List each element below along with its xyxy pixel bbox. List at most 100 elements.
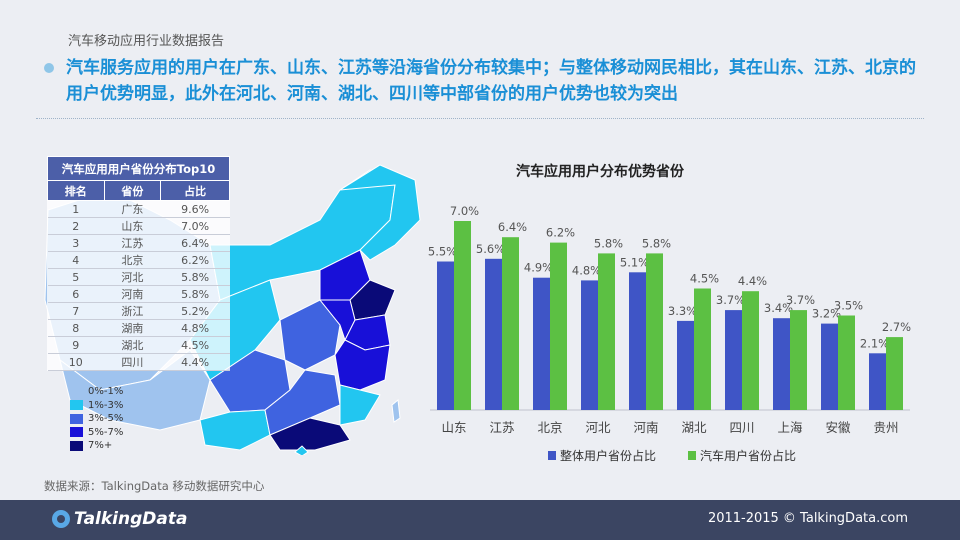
legend-label: 整体用户省份占比 <box>560 448 656 463</box>
copyright: 2011-2015 © TalkingData.com <box>707 511 908 526</box>
rank-cell: 4 <box>47 251 105 269</box>
rank-cell: 10 <box>47 353 105 371</box>
table-row: 3 江苏 6.4% <box>47 234 230 252</box>
province-cell: 北京 <box>104 251 161 269</box>
table-row: 2 山东 7.0% <box>47 217 230 235</box>
x-tick-label: 安徽 <box>825 420 851 435</box>
x-tick-label: 江苏 <box>489 420 514 435</box>
legend-swatch <box>70 400 83 411</box>
share-cell: 9.6% <box>160 200 230 218</box>
map-legend-item: 1%-3% <box>70 399 123 413</box>
x-tick-label: 河北 <box>585 420 611 435</box>
share-cell: 5.8% <box>160 268 230 286</box>
top10-table: 汽车应用用户省份分布Top10 排名 省份 占比 1 广东 9.6% 2 山东 7.0%… <box>47 156 230 371</box>
province-cell: 河南 <box>104 285 161 303</box>
col-header-rank: 排名 <box>47 180 105 201</box>
share-cell: 5.2% <box>160 302 230 320</box>
bar <box>502 237 519 410</box>
data-label: 3.5% <box>834 299 863 313</box>
province-cell: 湖南 <box>104 319 161 337</box>
bar <box>742 291 759 410</box>
x-tick-label: 四川 <box>729 420 754 435</box>
logo-text: TalkingData <box>74 509 188 529</box>
province-cell: 浙江 <box>104 302 161 320</box>
data-label: 4.5% <box>690 272 719 286</box>
share-cell: 4.4% <box>160 353 230 371</box>
data-label: 5.8% <box>594 236 623 250</box>
map-region-fujian <box>339 384 381 426</box>
map-region-hunan <box>264 369 341 436</box>
col-header-share: 占比 <box>160 180 230 201</box>
bar <box>581 280 598 410</box>
footer-bar: TalkingData 2011-2015 © TalkingData.com <box>0 500 960 540</box>
map-region-taiwan <box>391 399 401 423</box>
bar <box>598 253 615 410</box>
share-cell: 6.4% <box>160 234 230 252</box>
data-label: 3.7% <box>786 293 815 307</box>
table-row: 5 河北 5.8% <box>47 268 230 286</box>
x-tick-label: 上海 <box>777 420 803 435</box>
map-legend: 0%-1% 1%-3% 3%-5% 5%-7% 7%+ <box>70 385 123 453</box>
data-label: 4.9% <box>524 261 553 275</box>
legend-swatch <box>70 427 83 438</box>
legend-label: 汽车用户省份占比 <box>700 448 796 463</box>
data-label: 2.1% <box>860 336 889 350</box>
share-cell: 7.0% <box>160 217 230 235</box>
data-label: 3.4% <box>764 301 793 315</box>
bar <box>821 323 838 410</box>
data-label: 7.0% <box>450 204 479 218</box>
bar <box>646 253 663 410</box>
province-cell: 四川 <box>104 353 161 371</box>
bar <box>773 318 790 410</box>
legend-label: 7%+ <box>88 440 113 452</box>
data-source: 数据来源：TalkingData 移动数据研究中心 <box>44 479 265 493</box>
legend-label: 1%-3% <box>88 399 124 411</box>
top10-caption: 汽车应用用户省份分布Top10 <box>47 156 230 181</box>
bar <box>725 310 742 410</box>
share-cell: 4.8% <box>160 319 230 337</box>
map-region-yunnan <box>199 409 271 451</box>
divider <box>36 118 924 119</box>
data-label: 5.8% <box>642 236 671 250</box>
legend-label: 3%-5% <box>88 413 124 425</box>
bar <box>550 242 567 410</box>
province-cell: 河北 <box>104 268 161 286</box>
rank-cell: 9 <box>47 336 105 354</box>
map-legend-item: 5%-7% <box>70 426 123 440</box>
map-region-guangdong <box>269 417 351 451</box>
rank-cell: 3 <box>47 234 105 252</box>
rank-cell: 5 <box>47 268 105 286</box>
data-label: 5.6% <box>476 242 505 256</box>
data-label: 4.4% <box>738 274 767 288</box>
table-row: 4 北京 6.2% <box>47 251 230 269</box>
table-row: 10 四川 4.4% <box>47 353 230 371</box>
table-row: 1 广东 9.6% <box>47 200 230 218</box>
map-region-northeast <box>339 164 421 261</box>
bar <box>886 337 903 410</box>
x-tick-label: 山东 <box>441 420 466 435</box>
x-tick-label: 湖北 <box>681 420 707 435</box>
bar <box>790 310 807 410</box>
table-row: 8 湖南 4.8% <box>47 319 230 337</box>
data-label: 6.4% <box>498 220 527 234</box>
province-cell: 江苏 <box>104 234 161 252</box>
bar <box>677 320 694 410</box>
legend-swatch <box>70 413 83 424</box>
bar <box>437 261 454 410</box>
legend-swatch <box>548 451 556 460</box>
data-label: 5.1% <box>620 255 649 269</box>
legend-swatch <box>688 451 696 460</box>
province-cell: 湖北 <box>104 336 161 354</box>
province-cell: 广东 <box>104 200 161 218</box>
rank-cell: 1 <box>47 200 105 218</box>
table-row: 9 湖北 4.5% <box>47 336 230 354</box>
province-cell: 山东 <box>104 217 161 235</box>
bar <box>533 277 550 410</box>
chart-panel: 汽车应用用户分布优势省份 5.5% 7.0% 山东 5.6% 6.4% 江苏 4.9% 6.2… <box>420 146 920 486</box>
map-legend-item: 3%-5% <box>70 412 123 426</box>
rank-cell: 2 <box>47 217 105 235</box>
map-region-hainan <box>294 445 309 455</box>
rank-cell: 8 <box>47 319 105 337</box>
data-label: 4.8% <box>572 263 601 277</box>
bar-chart: 5.5% 7.0% 山东 5.6% 6.4% 江苏 4.9% 6.2% 北京 4.8% 5.8% 河北… <box>428 204 911 463</box>
